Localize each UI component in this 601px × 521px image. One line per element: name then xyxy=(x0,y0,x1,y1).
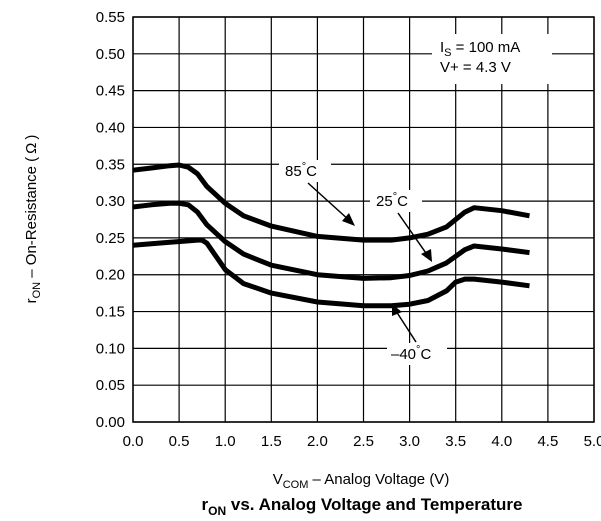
y-tick-label: 0.15 xyxy=(96,304,125,321)
arrow-m40c-head xyxy=(392,304,402,316)
x-tick-label: 0.5 xyxy=(169,433,190,450)
annotation-25c-bg xyxy=(370,190,422,212)
annotation-85c-bg xyxy=(279,160,331,182)
plot-frame xyxy=(132,16,595,423)
arrow-25c-line xyxy=(397,212,429,257)
series-line-1 xyxy=(132,200,530,281)
y-tick-label: 0.55 xyxy=(96,9,125,26)
chart-title: rON vs. Analog Voltage and Temperature xyxy=(202,495,523,518)
x-tick-label: 2.0 xyxy=(307,433,328,450)
annotation-85c: 85°C xyxy=(285,161,317,180)
condition-box xyxy=(432,34,552,84)
arrow-m40c-line xyxy=(395,310,417,343)
arrow-85c-line xyxy=(307,182,351,222)
annotation-25c: 25°C xyxy=(376,191,408,210)
x-tick-label: 5.0 xyxy=(584,433,601,450)
condition-voltage: V+ = 4.3 V xyxy=(440,59,511,76)
x-axis-title: VCOM – Analog Voltage (V) xyxy=(273,471,450,491)
annotation-minus-40c: –40°C xyxy=(391,344,431,363)
x-tick-labels: 0.0 0.5 1.0 1.5 2.0 2.5 3.0 3.5 4.0 4.5 5.0 xyxy=(123,433,601,450)
y-tick-label: 0.50 xyxy=(96,46,125,63)
series-line-2 xyxy=(132,237,530,309)
x-tick-label: 2.5 xyxy=(353,433,374,450)
condition-current: IS = 100 mA xyxy=(440,39,520,59)
y-tick-label: 0.40 xyxy=(96,119,125,136)
x-tick-label: 4.0 xyxy=(491,433,512,450)
x-tick-label: 1.5 xyxy=(261,433,282,450)
arrow-85c-head xyxy=(342,213,355,226)
series-line-0 xyxy=(132,162,530,243)
y-axis-title: rON – On-Resistance ( Ω ) xyxy=(23,135,43,304)
y-tick-labels: 0.00 0.05 0.10 0.15 0.20 0.25 0.30 0.35 0.40 0.45… xyxy=(96,9,125,431)
y-tick-label: 0.10 xyxy=(96,340,125,357)
y-tick-label: 0.20 xyxy=(96,267,125,284)
y-tick-label: 0.45 xyxy=(96,83,125,100)
y-tick-label: 0.00 xyxy=(96,414,125,431)
arrow-25c-head xyxy=(421,249,432,262)
series-lines xyxy=(132,162,530,309)
x-tick-label: 4.5 xyxy=(537,433,558,450)
y-tick-label: 0.35 xyxy=(96,156,125,173)
x-tick-label: 3.5 xyxy=(445,433,466,450)
y-tick-label: 0.30 xyxy=(96,193,125,210)
y-tick-label: 0.25 xyxy=(96,230,125,247)
x-tick-label: 1.0 xyxy=(215,433,236,450)
x-tick-label: 3.0 xyxy=(399,433,420,450)
annotation-m40c-bg xyxy=(387,343,447,365)
x-tick-label: 0.0 xyxy=(123,433,144,450)
y-tick-label: 0.05 xyxy=(96,377,125,394)
